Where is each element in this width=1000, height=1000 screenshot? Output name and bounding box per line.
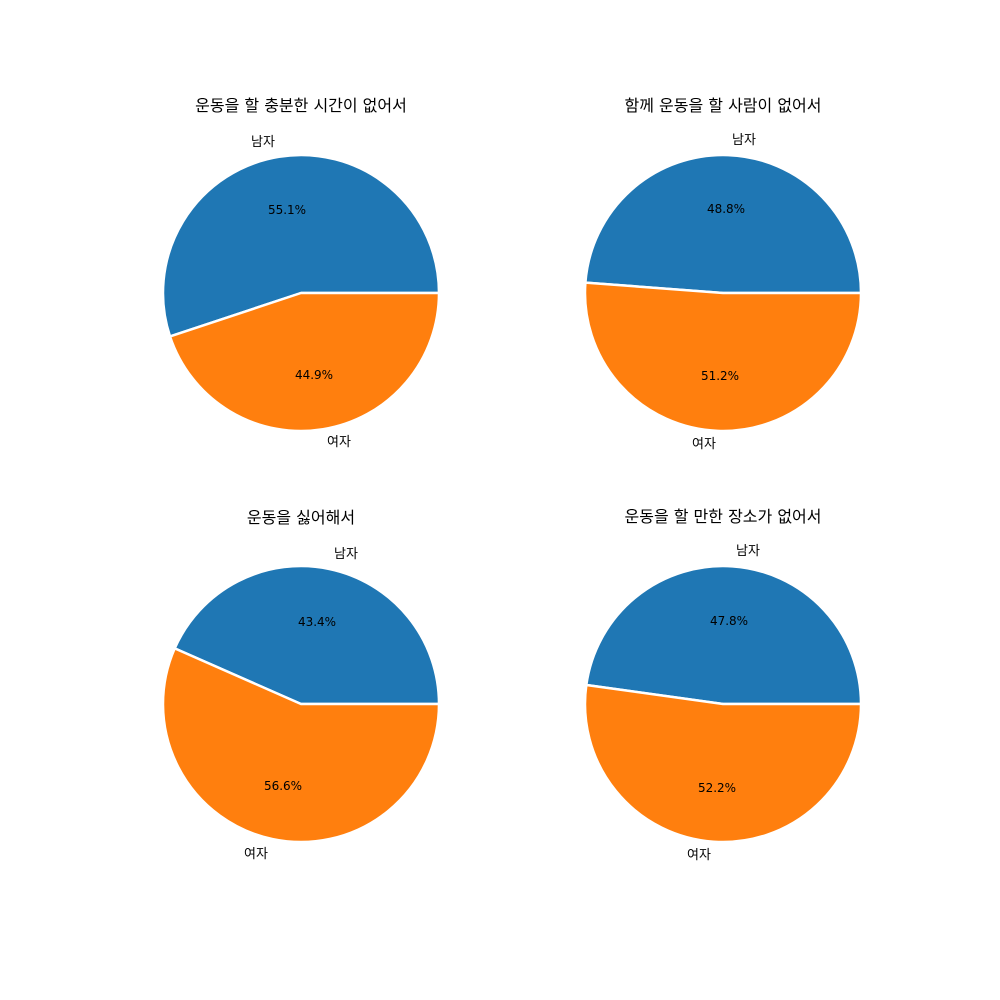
pie-1-title: 운동을 할 충분한 시간이 없어서 — [195, 96, 407, 115]
pie-4-label-male: 남자 — [736, 544, 760, 559]
pie-1-pct-female: 44.9% — [295, 368, 333, 382]
pie-1-slices — [161, 153, 441, 433]
pie-chart-1: 운동을 할 충분한 시간이 없어서 남자 여자 55.1% 44.9% — [161, 96, 441, 450]
pie-3-slices — [161, 564, 441, 844]
pie-3-pct-female: 56.6% — [264, 779, 302, 793]
pie-3-label-female: 여자 — [244, 847, 268, 862]
pie-4-pct-male: 47.8% — [710, 614, 748, 628]
pie-4-slices — [583, 564, 863, 844]
pie-1-label-male: 남자 — [251, 135, 275, 150]
pie-2-slice-male — [584, 153, 863, 295]
pie-2-label-male: 남자 — [732, 133, 756, 148]
pie-2-slices — [583, 153, 863, 433]
pie-2-slice-female — [583, 281, 863, 433]
pie-chart-4: 운동을 할 만한 장소가 없어서 남자 여자 47.8% 52.2% — [583, 507, 863, 863]
pie-4-pct-female: 52.2% — [698, 781, 736, 795]
pie-1-label-female: 여자 — [327, 435, 351, 450]
pie-2-pct-female: 51.2% — [701, 369, 739, 383]
pie-3-slice-male — [173, 564, 441, 706]
pie-2-title: 함께 운동을 할 사람이 없어서 — [625, 96, 822, 115]
pie-4-slice-male — [585, 564, 863, 706]
pie-4-slice-female — [583, 683, 863, 844]
pie-4-label-female: 여자 — [687, 848, 711, 863]
pie-2-pct-male: 48.8% — [707, 202, 745, 216]
pie-3-pct-male: 43.4% — [298, 615, 336, 629]
pie-chart-2: 함께 운동을 할 사람이 없어서 남자 여자 48.8% 51.2% — [583, 96, 863, 452]
pie-3-label-male: 남자 — [334, 547, 358, 562]
pie-4-title: 운동을 할 만한 장소가 없어서 — [625, 507, 822, 526]
pie-1-slice-male — [161, 153, 441, 338]
pie-2-label-female: 여자 — [692, 437, 716, 452]
pie-3-title: 운동을 싫어해서 — [247, 508, 355, 527]
pie-3-slice-female — [161, 647, 441, 844]
pie-1-slice-female — [168, 291, 441, 433]
pie-chart-3: 운동을 싫어해서 남자 여자 43.4% 56.6% — [161, 508, 441, 862]
pie-1-pct-male: 55.1% — [268, 203, 306, 217]
